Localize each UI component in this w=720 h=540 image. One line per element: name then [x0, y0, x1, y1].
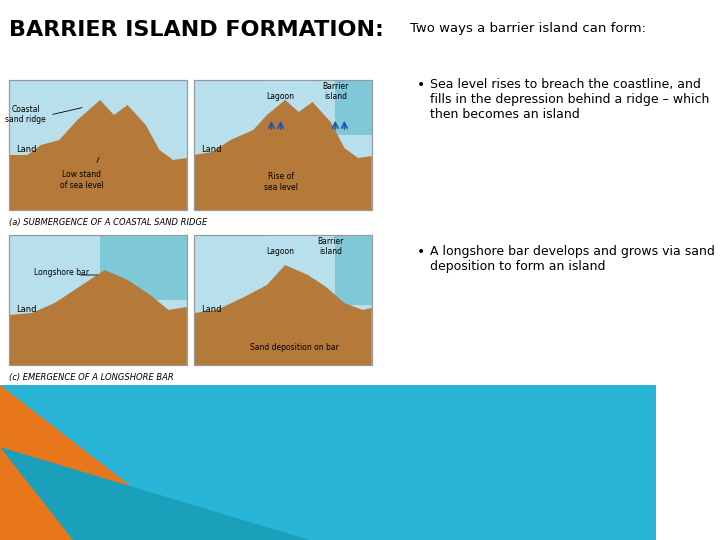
- Text: Coastal
sand ridge: Coastal sand ridge: [5, 105, 46, 124]
- FancyBboxPatch shape: [0, 385, 656, 540]
- Polygon shape: [265, 80, 312, 132]
- Text: Land: Land: [17, 306, 37, 314]
- Text: Barrier
island: Barrier island: [318, 237, 344, 256]
- Text: Sea level rises to breach the coastline, and fills in the depression behind a ri: Sea level rises to breach the coastline,…: [430, 78, 709, 121]
- Polygon shape: [9, 270, 186, 365]
- Text: BARRIER ISLAND FORMATION:: BARRIER ISLAND FORMATION:: [9, 20, 384, 40]
- Text: Land: Land: [17, 145, 37, 154]
- Polygon shape: [265, 235, 312, 295]
- Polygon shape: [9, 100, 186, 210]
- Polygon shape: [0, 447, 310, 540]
- Polygon shape: [336, 235, 372, 305]
- Text: (c) EMERGENCE OF A LONGSHORE BAR: (c) EMERGENCE OF A LONGSHORE BAR: [9, 373, 174, 382]
- Polygon shape: [0, 385, 200, 540]
- FancyBboxPatch shape: [9, 80, 186, 210]
- Text: Sand deposition on bar: Sand deposition on bar: [250, 342, 338, 352]
- Polygon shape: [194, 265, 372, 365]
- FancyBboxPatch shape: [194, 235, 372, 365]
- Text: Land: Land: [202, 306, 222, 314]
- Text: (a) SUBMERGENCE OF A COASTAL SAND RIDGE: (a) SUBMERGENCE OF A COASTAL SAND RIDGE: [9, 218, 207, 227]
- Polygon shape: [336, 80, 372, 135]
- Text: Barrier
island: Barrier island: [322, 82, 348, 102]
- Text: Lagoon: Lagoon: [266, 92, 294, 101]
- Text: Rise of
sea level: Rise of sea level: [264, 172, 297, 192]
- FancyBboxPatch shape: [9, 235, 186, 365]
- Text: Longshore bar: Longshore bar: [35, 268, 89, 277]
- Text: •: •: [418, 78, 426, 92]
- Polygon shape: [194, 100, 372, 210]
- Text: Land: Land: [202, 145, 222, 154]
- FancyBboxPatch shape: [194, 80, 372, 210]
- Text: Lagoon: Lagoon: [266, 247, 294, 256]
- Text: A longshore bar develops and grows via sand deposition to form an island: A longshore bar develops and grows via s…: [430, 245, 715, 273]
- Text: •: •: [418, 245, 426, 259]
- Polygon shape: [100, 235, 186, 300]
- Text: Low stand
of sea level: Low stand of sea level: [60, 170, 104, 190]
- Text: Two ways a barrier island can form:: Two ways a barrier island can form:: [410, 22, 646, 35]
